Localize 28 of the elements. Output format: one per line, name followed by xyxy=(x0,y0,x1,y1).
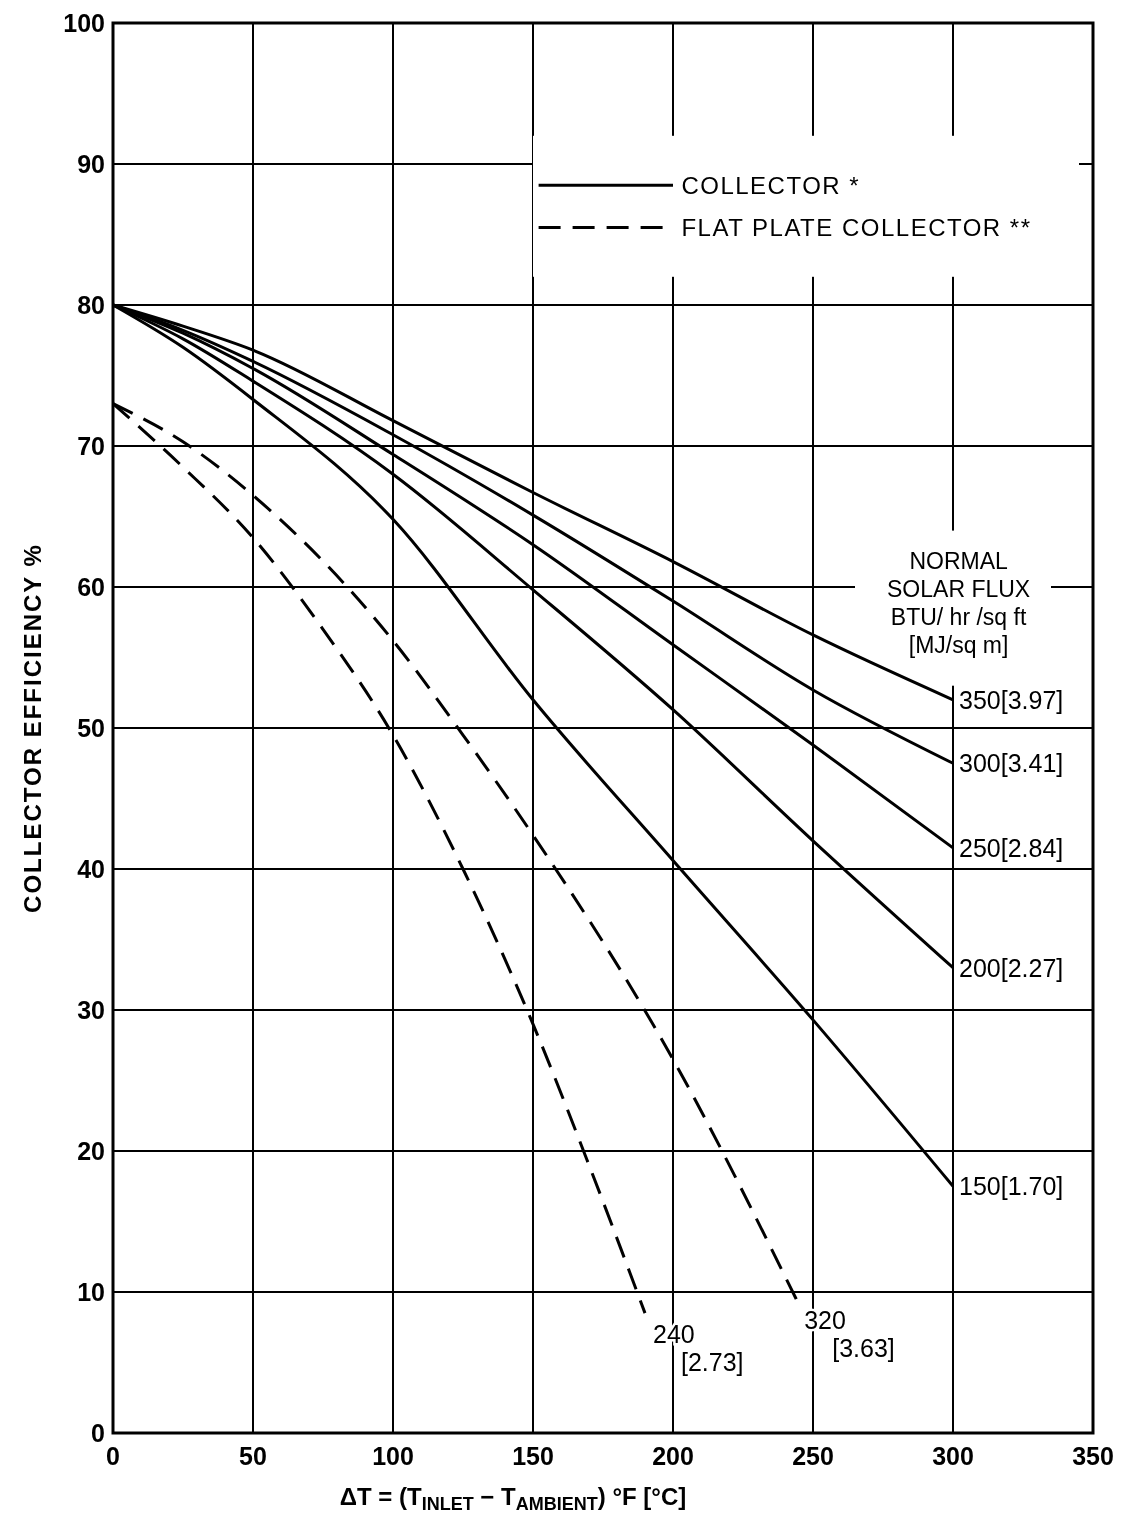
x-tick-label: 250 xyxy=(792,1442,834,1470)
series-label: 350[3.97] xyxy=(959,685,1064,714)
y-tick-label: 90 xyxy=(77,150,105,178)
x-tick-label: 200 xyxy=(652,1442,694,1470)
series-label: 300[3.41] xyxy=(959,749,1064,778)
series-label: 150[1.70] xyxy=(959,1172,1064,1201)
x-tick-label: 300 xyxy=(932,1442,974,1470)
y-tick-label: 0 xyxy=(91,1419,105,1447)
x-tick-label: 100 xyxy=(372,1442,414,1470)
annotation: FLAT PLATE COLLECTOR ** xyxy=(681,214,1032,242)
series-label: 200[2.27] xyxy=(959,953,1064,982)
series-label: 250[2.84] xyxy=(959,833,1064,862)
y-tick-label: 70 xyxy=(77,432,105,460)
y-tick-label: 100 xyxy=(63,9,105,37)
y-axis-title: COLLECTOR EFFICIENCY % xyxy=(19,543,46,913)
y-tick-label: 30 xyxy=(77,996,105,1024)
y-tick-label: 10 xyxy=(77,1278,105,1306)
annotation: COLLECTOR * xyxy=(681,172,861,200)
x-tick-label: 350 xyxy=(1072,1442,1114,1470)
y-tick-label: 50 xyxy=(77,714,105,742)
annotation: NORMAL SOLAR FLUX BTU/ hr /sq ft [MJ/sq m] xyxy=(887,547,1031,658)
x-tick-label: 150 xyxy=(512,1442,554,1470)
y-tick-label: 60 xyxy=(77,573,105,601)
y-tick-label: 40 xyxy=(77,855,105,883)
y-tick-label: 80 xyxy=(77,291,105,319)
x-axis-title: ΔT = (T$_{INLET}$ − T$_{AMBIENT}$) °F [°C] xyxy=(339,1483,687,1515)
y-tick-label: 20 xyxy=(77,1137,105,1165)
x-tick-label: 50 xyxy=(239,1442,267,1470)
